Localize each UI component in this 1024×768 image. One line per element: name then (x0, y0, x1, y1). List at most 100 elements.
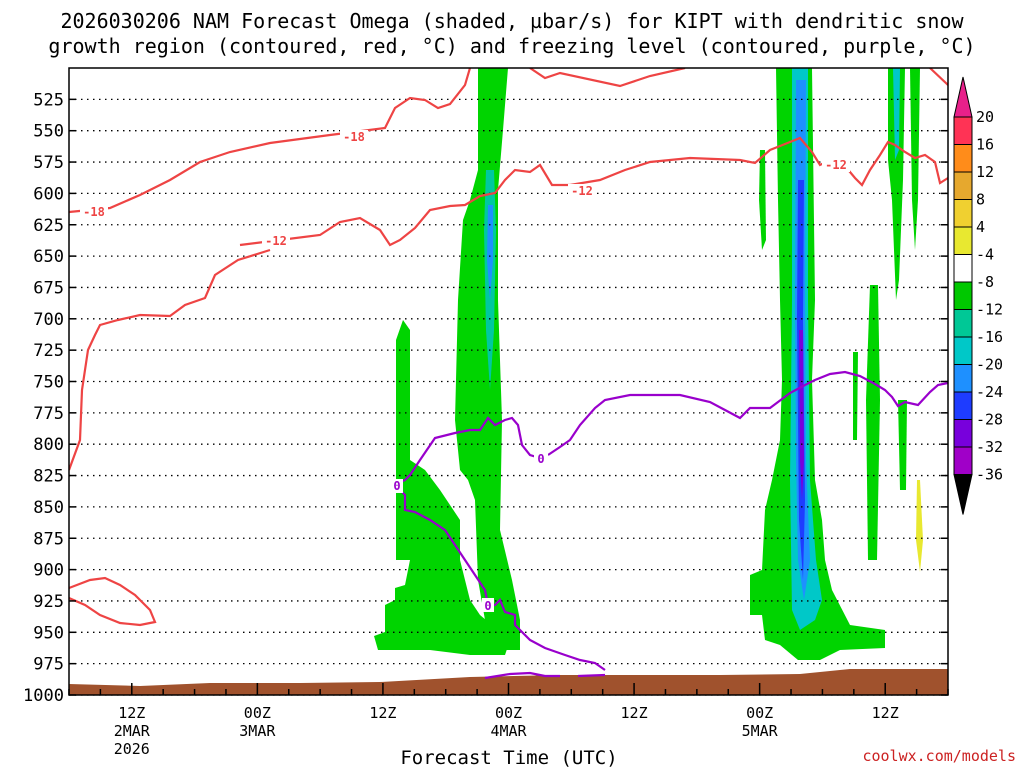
x-tick-date: 5MAR (742, 722, 779, 740)
colorbar-segment (953, 364, 973, 393)
y-tick-label: 750 (33, 373, 64, 393)
colorbar-bottom-arrow (953, 474, 973, 515)
colorbar-segment (953, 309, 973, 338)
omega-region-5mar (750, 68, 885, 660)
colorbar-segment (953, 419, 973, 448)
omega-core-right-a (893, 68, 900, 160)
contour-label-zero-left: 0 (393, 479, 400, 493)
colorbar-label: 16 (976, 136, 994, 154)
y-tick-label: 850 (33, 498, 64, 518)
omega-region-right-c (866, 285, 880, 560)
colorbar-segment (953, 226, 973, 255)
contour-minus12 (239, 136, 948, 247)
x-tick-label: 12Z (118, 704, 145, 722)
chart-title-line1: 2026030206 NAM Forecast Omega (shaded, µ… (60, 9, 964, 33)
y-tick-label: 1000 (23, 686, 64, 706)
x-tick-date: 4MAR (490, 722, 527, 740)
colorbar-label: -8 (976, 273, 994, 291)
contour-label-group: -18 -18 -12 -12 -12 (80, 130, 850, 248)
terrain-surface (69, 669, 948, 695)
x-axis-label: Forecast Time (UTC) (400, 747, 617, 768)
y-tick-label: 875 (33, 529, 64, 549)
omega-core2-early-4mar (487, 205, 493, 300)
colorbar-label: 8 (976, 191, 985, 209)
x-tick-label: 00Z (244, 704, 271, 722)
y-axis: 525 550 575 600 625 650 675 700 725 750 775 800 825 8… (23, 90, 948, 706)
omega-region-right-d (898, 400, 907, 490)
colorbar: 20 16 12 8 4 -4 -8 -12 -16 -20 -24 -28 -32 -36 (953, 76, 1003, 515)
colorbar-label: 4 (976, 218, 985, 236)
pressure-gridlines (69, 98, 948, 696)
colorbar-label: 12 (976, 163, 994, 181)
contour-label-zero-lower: 0 (484, 599, 491, 613)
colorbar-segment (953, 254, 973, 283)
colorbar-segment (953, 199, 973, 228)
contour-label-minus18-left: -18 (83, 205, 105, 219)
y-tick-label: 650 (33, 247, 64, 267)
contour-label-zero-mid: 0 (537, 452, 544, 466)
colorbar-label: -28 (976, 411, 1003, 429)
colorbar-label: -20 (976, 356, 1003, 374)
y-tick-label: 625 (33, 216, 64, 236)
contour-label-minus18-upper: -18 (343, 130, 365, 144)
x-tick-label: 12Z (369, 704, 396, 722)
y-tick-label: 950 (33, 623, 64, 643)
colorbar-segment (953, 281, 973, 310)
omega-region-5mar-small (759, 150, 766, 250)
colorbar-label: 20 (976, 108, 994, 126)
chart-title-line2: growth region (contoured, red, °C) and f… (48, 34, 975, 58)
colorbar-segment (953, 144, 973, 173)
omega-region-early-4mar (455, 68, 520, 650)
x-tick-label: 00Z (746, 704, 773, 722)
y-tick-label: 525 (33, 90, 64, 110)
contour-label-minus12-left: -12 (265, 234, 287, 248)
colorbar-label: -36 (976, 466, 1003, 484)
contour-closed-lower-left (69, 576, 157, 627)
omega-purple-5mar (799, 330, 804, 500)
x-tick-label: 12Z (621, 704, 648, 722)
x-tick-date: 2MAR (114, 722, 151, 740)
colorbar-segment (953, 116, 973, 145)
omega-shading (374, 68, 923, 660)
colorbar-label: -24 (976, 383, 1003, 401)
y-tick-label: 600 (33, 184, 64, 204)
y-tick-label: 575 (33, 153, 64, 173)
freezing-level-contours (394, 370, 948, 680)
y-tick-label: 900 (33, 561, 64, 581)
y-tick-label: 925 (33, 592, 64, 612)
colorbar-label: -32 (976, 438, 1003, 456)
contour-label-minus12-mid: -12 (571, 184, 593, 198)
y-tick-label: 775 (33, 404, 64, 424)
y-tick-label: 975 (33, 655, 64, 675)
colorbar-label: -12 (976, 301, 1003, 319)
freezing-level-bottom (484, 671, 606, 680)
colorbar-segment (953, 446, 973, 475)
colorbar-segment (953, 171, 973, 200)
y-tick-label: 675 (33, 278, 64, 298)
x-tick-date: 3MAR (239, 722, 276, 740)
freezing-level-lower (397, 487, 606, 671)
y-tick-label: 800 (33, 435, 64, 455)
x-tick-label: 00Z (495, 704, 522, 722)
y-tick-label: 700 (33, 310, 64, 330)
omega-region-late-2mar (374, 320, 510, 655)
colorbar-segment (953, 391, 973, 420)
y-tick-label: 550 (33, 122, 64, 142)
contour-label-minus12-right: -12 (825, 158, 847, 172)
x-tick-label: 12Z (872, 704, 899, 722)
credit-text: coolwx.com/models (862, 747, 1016, 765)
contour-minus18-lower (69, 248, 271, 471)
omega-region-right-a (888, 68, 905, 300)
colorbar-top-arrow (953, 76, 973, 118)
colorbar-label: -4 (976, 246, 994, 264)
colorbar-label: -16 (976, 328, 1003, 346)
x-tick-year: 2026 (114, 740, 150, 758)
y-tick-label: 825 (33, 467, 64, 487)
omega-positive-right (916, 480, 923, 572)
colorbar-segment (953, 336, 973, 365)
freezing-label-group: 0 0 0 (391, 450, 548, 613)
freezing-level-main (394, 370, 948, 486)
y-tick-label: 725 (33, 341, 64, 361)
